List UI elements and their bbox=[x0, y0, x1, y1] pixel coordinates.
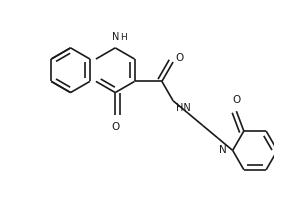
Text: N: N bbox=[219, 145, 226, 155]
Text: O: O bbox=[232, 95, 241, 105]
Text: H: H bbox=[121, 33, 127, 42]
Text: O: O bbox=[111, 122, 119, 132]
Text: N: N bbox=[112, 32, 119, 42]
Text: O: O bbox=[176, 53, 184, 63]
Text: HN: HN bbox=[176, 103, 190, 113]
